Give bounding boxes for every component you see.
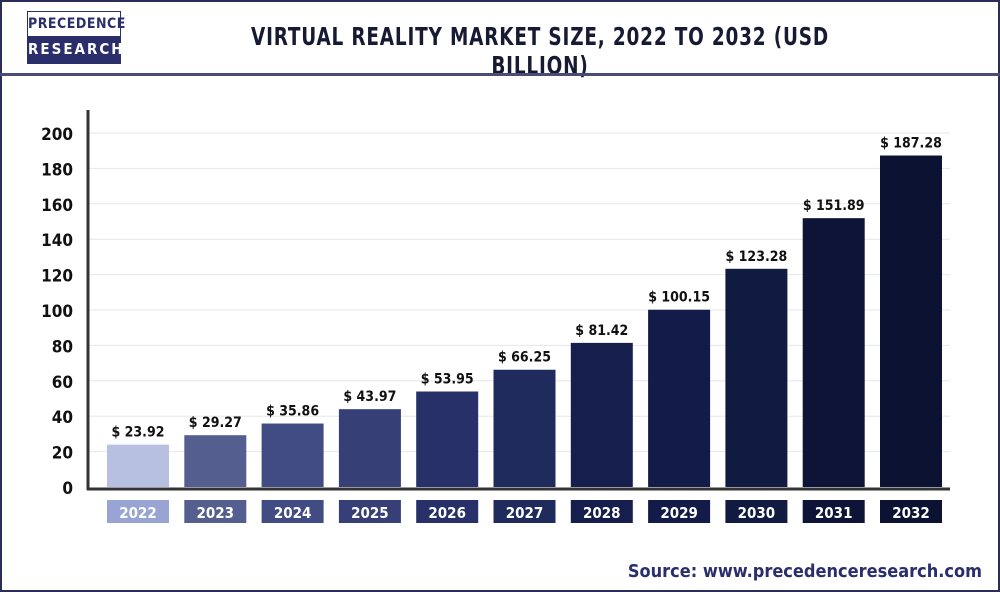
y-tick-label: 180 [41, 160, 73, 180]
x-tick-label: 2027 [506, 504, 544, 522]
x-label-box [802, 500, 865, 523]
data-label: $ 53.95 [421, 372, 474, 388]
x-label-box [570, 500, 633, 523]
bar [493, 369, 556, 487]
data-label: $ 100.15 [648, 290, 710, 306]
bar [570, 342, 633, 487]
bar [107, 444, 169, 487]
data-label: $ 187.28 [880, 136, 942, 152]
x-label-box [648, 500, 711, 523]
x-tick-label: 2025 [351, 504, 389, 522]
x-tick-label: 2028 [583, 504, 621, 522]
y-tick-label: 120 [41, 267, 73, 287]
y-tick-label: 20 [52, 444, 73, 464]
y-tick-label: 60 [52, 373, 73, 393]
x-tick-label: 2031 [815, 504, 853, 522]
data-label: $ 151.89 [803, 198, 865, 214]
bar [261, 423, 324, 487]
data-label: $ 123.28 [726, 249, 788, 265]
x-label-box [416, 500, 479, 523]
y-tick-label: 40 [52, 408, 73, 428]
x-label-box [493, 500, 556, 523]
x-label-box [338, 500, 401, 523]
y-tick-label: 100 [41, 302, 73, 322]
bar [184, 435, 247, 487]
y-tick-label: 160 [41, 196, 73, 216]
logo-line1: PRECEDENCE [28, 16, 126, 32]
bar [416, 391, 479, 487]
data-label: $ 35.86 [266, 404, 319, 420]
x-label-box [880, 500, 942, 523]
y-tick-label: 0 [62, 479, 73, 499]
x-tick-label: 2032 [892, 504, 930, 522]
y-tick-label: 200 [41, 125, 73, 145]
y-tick-label: 140 [41, 231, 73, 251]
bar [338, 409, 401, 487]
x-tick-label: 2030 [738, 504, 776, 522]
x-tick-label: 2022 [119, 504, 157, 522]
x-label-box [261, 500, 324, 523]
data-label: $ 29.27 [189, 415, 242, 431]
x-tick-label: 2029 [660, 504, 698, 522]
logo-line2: RESEARCH [28, 36, 123, 63]
x-tick-label: 2026 [428, 504, 466, 522]
data-label: $ 23.92 [112, 425, 165, 441]
logo: PRECEDENCE RESEARCH [27, 11, 126, 64]
x-label-box [184, 500, 247, 523]
x-tick-label: 2024 [274, 504, 312, 522]
bar [802, 218, 865, 487]
bar [725, 268, 788, 487]
data-label: $ 43.97 [343, 389, 396, 405]
source-text: Source: www.precedenceresearch.com [627, 561, 982, 582]
x-label-box [107, 500, 169, 523]
data-label: $ 81.42 [575, 323, 628, 339]
bar [880, 155, 942, 487]
x-label-box [725, 500, 788, 523]
y-tick-label: 80 [52, 337, 73, 357]
data-label: $ 66.25 [498, 350, 551, 366]
bar [648, 309, 711, 487]
x-tick-label: 2023 [197, 504, 235, 522]
header-divider [0, 73, 1000, 76]
